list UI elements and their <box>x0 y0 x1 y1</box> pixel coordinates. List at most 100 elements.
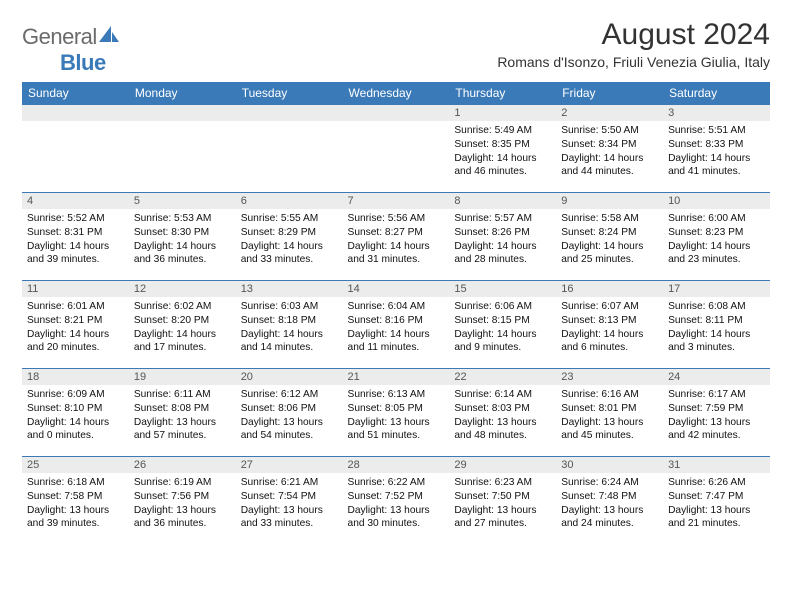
day-body: Sunrise: 6:00 AMSunset: 8:23 PMDaylight:… <box>663 209 770 270</box>
calendar-day-cell: 20Sunrise: 6:12 AMSunset: 8:06 PMDayligh… <box>236 368 343 456</box>
sunrise-text: Sunrise: 6:06 AM <box>454 300 551 314</box>
day-body: Sunrise: 6:11 AMSunset: 8:08 PMDaylight:… <box>129 385 236 446</box>
sunset-text: Sunset: 8:08 PM <box>134 402 231 416</box>
sunrise-text: Sunrise: 5:51 AM <box>668 124 765 138</box>
day-number: 30 <box>556 456 663 473</box>
day-number: 1 <box>449 104 556 121</box>
sunset-text: Sunset: 8:27 PM <box>348 226 445 240</box>
sunrise-text: Sunrise: 6:03 AM <box>241 300 338 314</box>
sunset-text: Sunset: 8:03 PM <box>454 402 551 416</box>
day-number <box>129 104 236 121</box>
calendar-day-cell <box>22 104 129 192</box>
sunrise-text: Sunrise: 6:09 AM <box>27 388 124 402</box>
day-body: Sunrise: 5:55 AMSunset: 8:29 PMDaylight:… <box>236 209 343 270</box>
day-number: 21 <box>343 368 450 385</box>
daylight-text: Daylight: 14 hours and 14 minutes. <box>241 328 338 356</box>
calendar-day-cell: 29Sunrise: 6:23 AMSunset: 7:50 PMDayligh… <box>449 456 556 544</box>
day-number: 16 <box>556 280 663 297</box>
calendar-week-row: 1Sunrise: 5:49 AMSunset: 8:35 PMDaylight… <box>22 104 770 192</box>
day-number: 22 <box>449 368 556 385</box>
sunrise-text: Sunrise: 5:55 AM <box>241 212 338 226</box>
logo-sail-icon <box>99 26 121 44</box>
calendar-day-cell <box>129 104 236 192</box>
sunset-text: Sunset: 8:29 PM <box>241 226 338 240</box>
weekday-header: Thursday <box>449 82 556 104</box>
daylight-text: Daylight: 14 hours and 23 minutes. <box>668 240 765 268</box>
weekday-header: Sunday <box>22 82 129 104</box>
day-body: Sunrise: 6:09 AMSunset: 8:10 PMDaylight:… <box>22 385 129 446</box>
day-body: Sunrise: 6:21 AMSunset: 7:54 PMDaylight:… <box>236 473 343 534</box>
calendar-day-cell: 7Sunrise: 5:56 AMSunset: 8:27 PMDaylight… <box>343 192 450 280</box>
day-number: 26 <box>129 456 236 473</box>
calendar-day-cell: 28Sunrise: 6:22 AMSunset: 7:52 PMDayligh… <box>343 456 450 544</box>
daylight-text: Daylight: 13 hours and 33 minutes. <box>241 504 338 532</box>
sunset-text: Sunset: 7:54 PM <box>241 490 338 504</box>
daylight-text: Daylight: 13 hours and 24 minutes. <box>561 504 658 532</box>
weekday-header: Monday <box>129 82 236 104</box>
sunset-text: Sunset: 8:06 PM <box>241 402 338 416</box>
day-body: Sunrise: 6:13 AMSunset: 8:05 PMDaylight:… <box>343 385 450 446</box>
sunrise-text: Sunrise: 5:53 AM <box>134 212 231 226</box>
day-body: Sunrise: 5:51 AMSunset: 8:33 PMDaylight:… <box>663 121 770 182</box>
day-number: 14 <box>343 280 450 297</box>
sunrise-text: Sunrise: 6:12 AM <box>241 388 338 402</box>
calendar-day-cell: 31Sunrise: 6:26 AMSunset: 7:47 PMDayligh… <box>663 456 770 544</box>
sunrise-text: Sunrise: 6:21 AM <box>241 476 338 490</box>
day-body: Sunrise: 5:57 AMSunset: 8:26 PMDaylight:… <box>449 209 556 270</box>
day-number: 10 <box>663 192 770 209</box>
sunrise-text: Sunrise: 5:56 AM <box>348 212 445 226</box>
daylight-text: Daylight: 13 hours and 51 minutes. <box>348 416 445 444</box>
day-number <box>236 104 343 121</box>
sunset-text: Sunset: 8:05 PM <box>348 402 445 416</box>
daylight-text: Daylight: 13 hours and 42 minutes. <box>668 416 765 444</box>
sunrise-text: Sunrise: 6:13 AM <box>348 388 445 402</box>
day-body: Sunrise: 5:52 AMSunset: 8:31 PMDaylight:… <box>22 209 129 270</box>
day-body: Sunrise: 5:58 AMSunset: 8:24 PMDaylight:… <box>556 209 663 270</box>
daylight-text: Daylight: 14 hours and 39 minutes. <box>27 240 124 268</box>
sunset-text: Sunset: 8:20 PM <box>134 314 231 328</box>
sunrise-text: Sunrise: 6:07 AM <box>561 300 658 314</box>
sunrise-text: Sunrise: 6:23 AM <box>454 476 551 490</box>
weekday-header: Tuesday <box>236 82 343 104</box>
sunrise-text: Sunrise: 5:49 AM <box>454 124 551 138</box>
day-body: Sunrise: 6:14 AMSunset: 8:03 PMDaylight:… <box>449 385 556 446</box>
header: General Blue August 2024 Romans d'Isonzo… <box>22 18 770 76</box>
day-body: Sunrise: 6:06 AMSunset: 8:15 PMDaylight:… <box>449 297 556 358</box>
calendar-header-row: SundayMondayTuesdayWednesdayThursdayFrid… <box>22 82 770 104</box>
day-number: 13 <box>236 280 343 297</box>
daylight-text: Daylight: 13 hours and 36 minutes. <box>134 504 231 532</box>
day-number: 9 <box>556 192 663 209</box>
daylight-text: Daylight: 13 hours and 45 minutes. <box>561 416 658 444</box>
calendar-day-cell: 15Sunrise: 6:06 AMSunset: 8:15 PMDayligh… <box>449 280 556 368</box>
day-body: Sunrise: 6:08 AMSunset: 8:11 PMDaylight:… <box>663 297 770 358</box>
day-body: Sunrise: 6:26 AMSunset: 7:47 PMDaylight:… <box>663 473 770 534</box>
title-block: August 2024 Romans d'Isonzo, Friuli Vene… <box>497 18 770 70</box>
calendar-day-cell: 3Sunrise: 5:51 AMSunset: 8:33 PMDaylight… <box>663 104 770 192</box>
calendar-day-cell: 5Sunrise: 5:53 AMSunset: 8:30 PMDaylight… <box>129 192 236 280</box>
daylight-text: Daylight: 14 hours and 11 minutes. <box>348 328 445 356</box>
daylight-text: Daylight: 14 hours and 31 minutes. <box>348 240 445 268</box>
sunset-text: Sunset: 7:59 PM <box>668 402 765 416</box>
sunrise-text: Sunrise: 5:50 AM <box>561 124 658 138</box>
day-body: Sunrise: 5:50 AMSunset: 8:34 PMDaylight:… <box>556 121 663 182</box>
day-number: 17 <box>663 280 770 297</box>
daylight-text: Daylight: 14 hours and 9 minutes. <box>454 328 551 356</box>
day-number: 8 <box>449 192 556 209</box>
calendar-day-cell: 22Sunrise: 6:14 AMSunset: 8:03 PMDayligh… <box>449 368 556 456</box>
calendar-day-cell: 18Sunrise: 6:09 AMSunset: 8:10 PMDayligh… <box>22 368 129 456</box>
weekday-header: Friday <box>556 82 663 104</box>
sunrise-text: Sunrise: 5:58 AM <box>561 212 658 226</box>
day-number: 19 <box>129 368 236 385</box>
day-number: 23 <box>556 368 663 385</box>
calendar-day-cell: 14Sunrise: 6:04 AMSunset: 8:16 PMDayligh… <box>343 280 450 368</box>
day-body: Sunrise: 5:53 AMSunset: 8:30 PMDaylight:… <box>129 209 236 270</box>
daylight-text: Daylight: 14 hours and 17 minutes. <box>134 328 231 356</box>
sunset-text: Sunset: 8:23 PM <box>668 226 765 240</box>
sunset-text: Sunset: 7:58 PM <box>27 490 124 504</box>
day-number: 3 <box>663 104 770 121</box>
calendar-day-cell: 12Sunrise: 6:02 AMSunset: 8:20 PMDayligh… <box>129 280 236 368</box>
sunrise-text: Sunrise: 6:24 AM <box>561 476 658 490</box>
logo-text: General Blue <box>22 24 121 76</box>
day-number: 6 <box>236 192 343 209</box>
logo-text-general: General <box>22 24 97 49</box>
